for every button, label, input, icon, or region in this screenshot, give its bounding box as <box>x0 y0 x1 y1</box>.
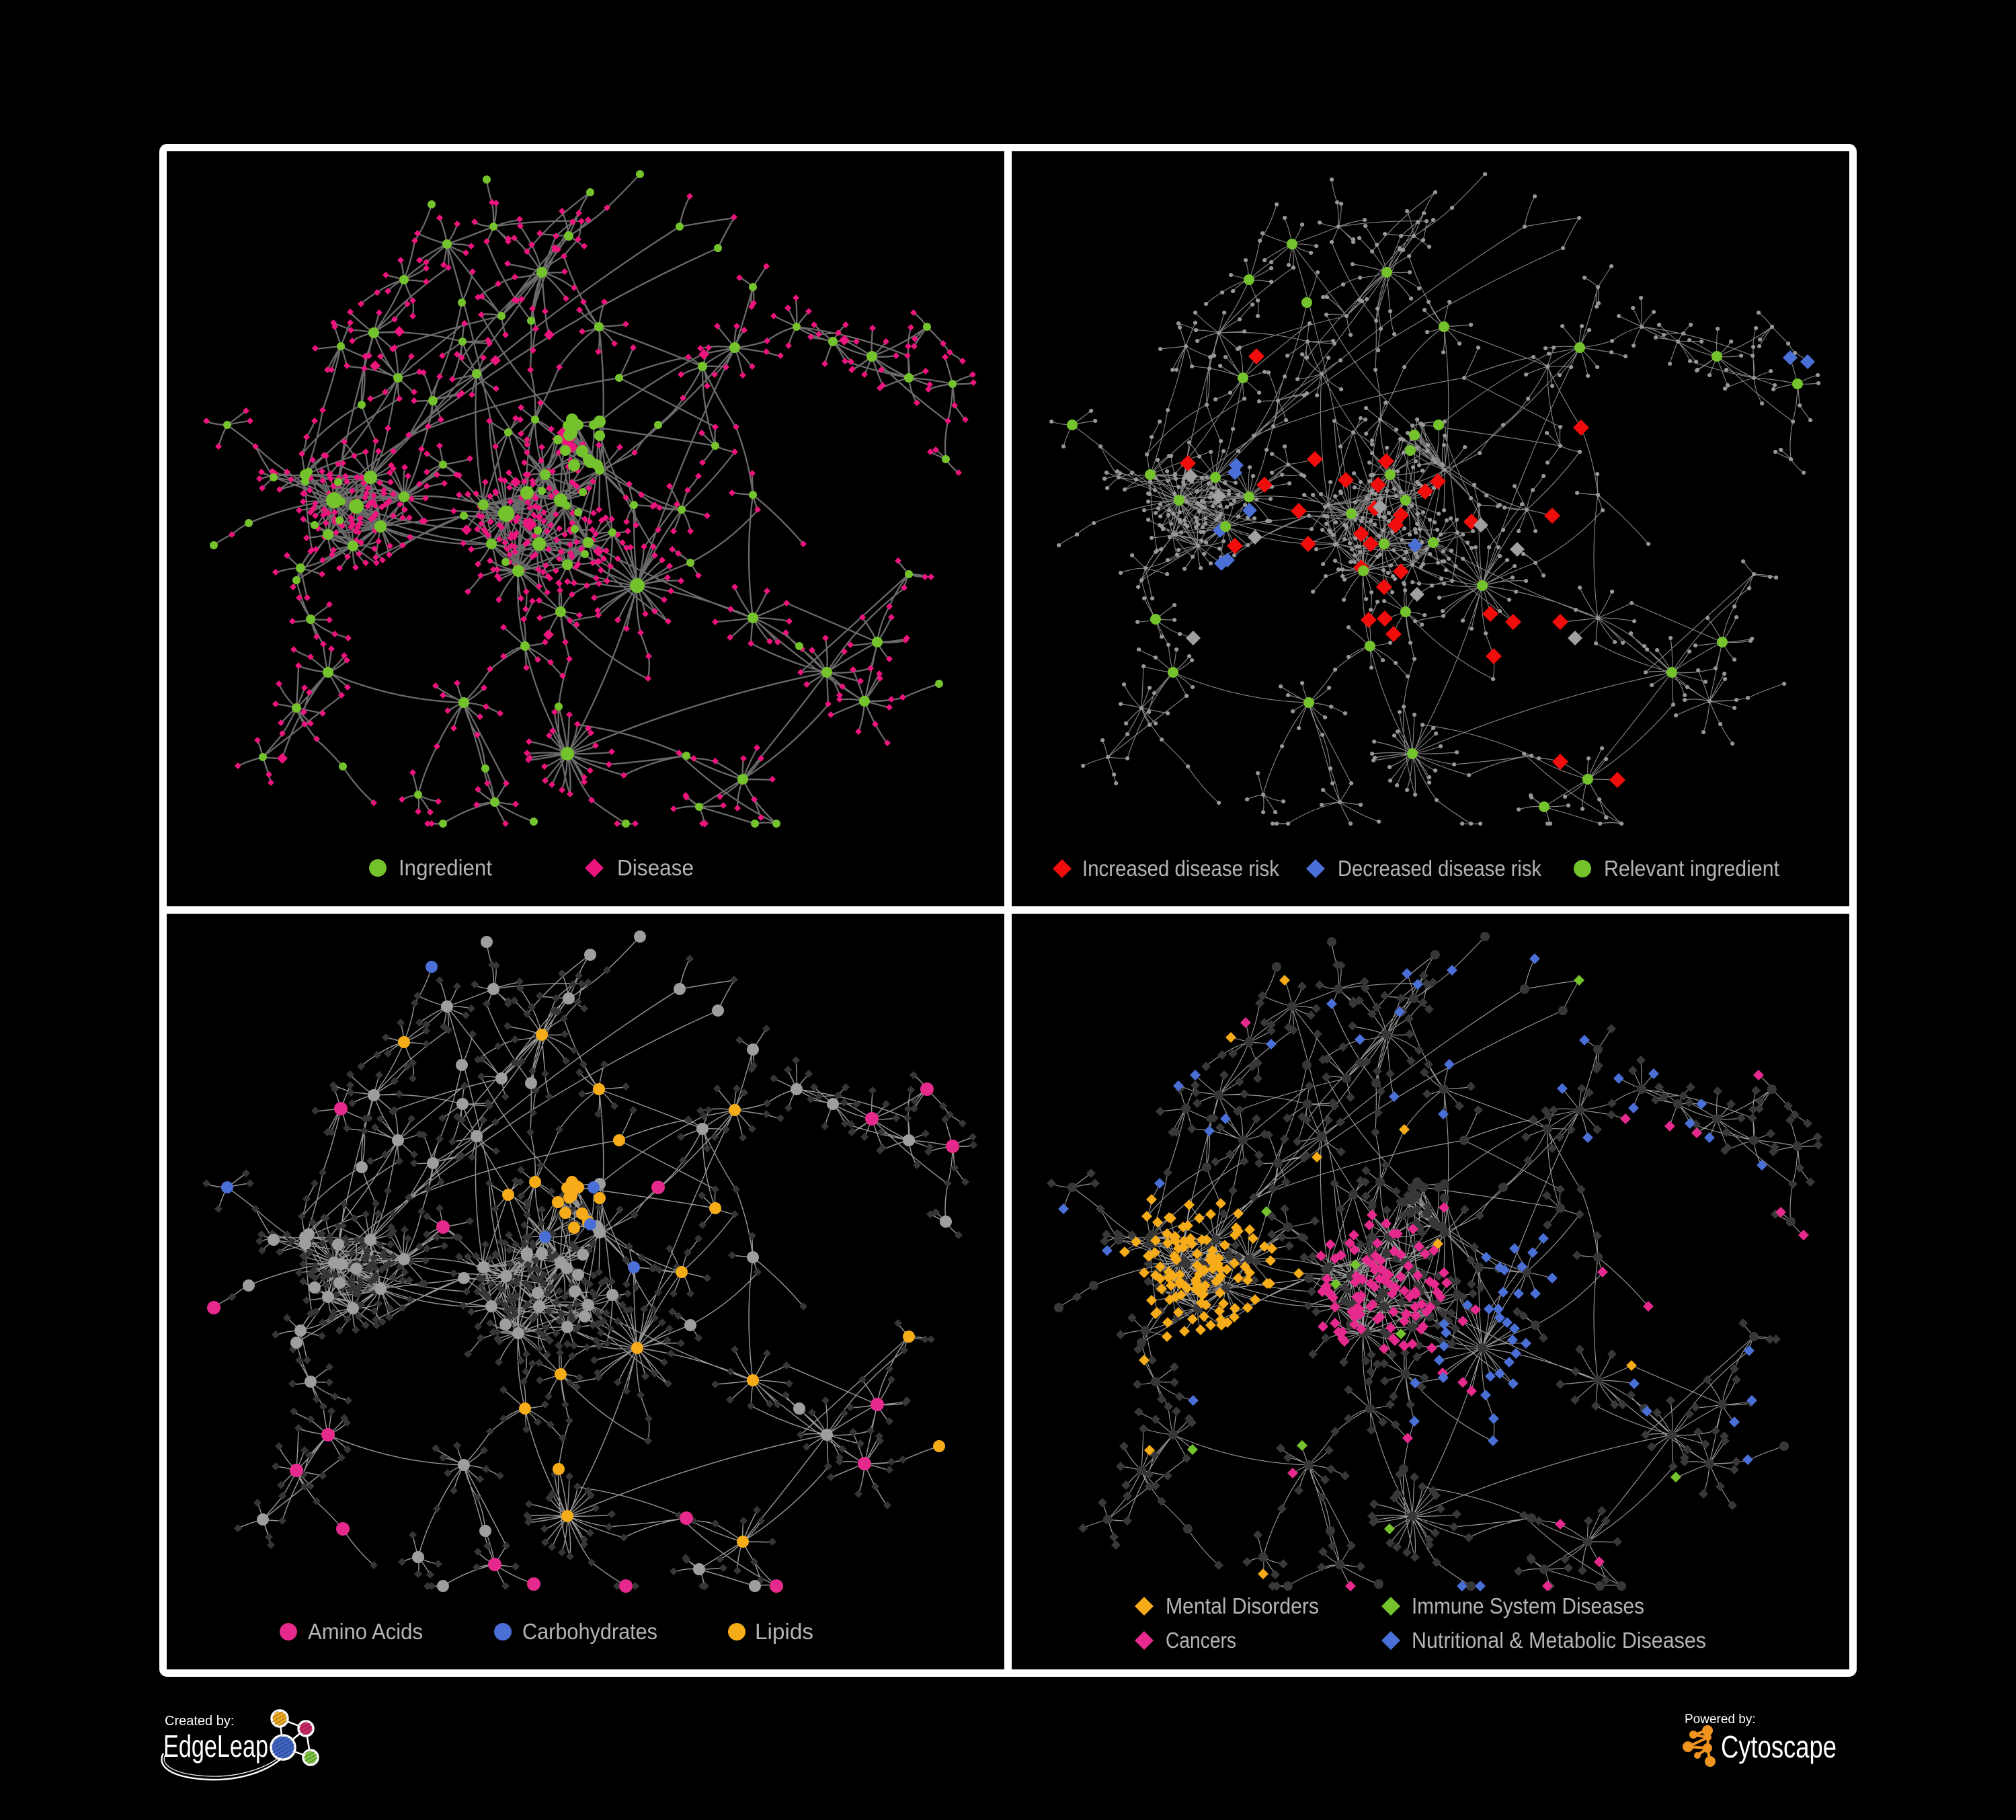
svg-text:Cancers: Cancers <box>1166 1628 1236 1653</box>
svg-text:Increased disease risk: Increased disease risk <box>1082 856 1279 881</box>
svg-text:EdgeLeap: EdgeLeap <box>163 1729 268 1764</box>
svg-text:Amino Acids: Amino Acids <box>308 1619 423 1644</box>
svg-text:Lipids: Lipids <box>755 1619 813 1644</box>
svg-text:Carbohydrates: Carbohydrates <box>522 1619 657 1644</box>
svg-text:Mental Disorders: Mental Disorders <box>1166 1593 1319 1618</box>
svg-text:Immune System Diseases: Immune System Diseases <box>1412 1593 1644 1618</box>
svg-text:Created by:: Created by: <box>165 1714 234 1729</box>
svg-text:Cytoscape: Cytoscape <box>1721 1729 1837 1764</box>
svg-text:Disease: Disease <box>617 855 694 880</box>
svg-text:Ingredient: Ingredient <box>399 855 492 880</box>
svg-text:Powered by:: Powered by: <box>1685 1712 1756 1727</box>
svg-text:Relevant ingredient: Relevant ingredient <box>1604 856 1779 881</box>
svg-text:Decreased disease risk: Decreased disease risk <box>1338 856 1541 881</box>
svg-text:Nutritional & Metabolic Diseas: Nutritional & Metabolic Diseases <box>1412 1628 1706 1653</box>
